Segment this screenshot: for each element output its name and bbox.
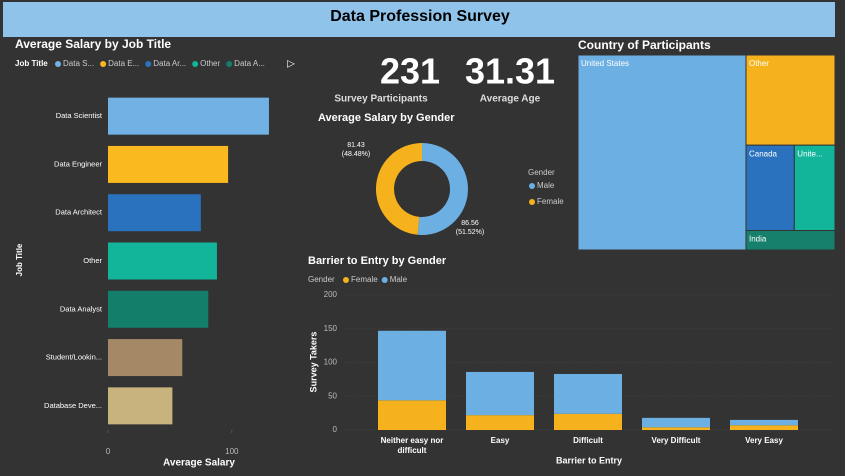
bar-segment bbox=[642, 427, 710, 430]
bar bbox=[108, 194, 201, 232]
y-tick-label: Student/Lookin... bbox=[46, 353, 102, 362]
y-tick-label: 150 bbox=[324, 324, 338, 333]
legend-dot bbox=[343, 277, 349, 283]
cell-label: Canada bbox=[749, 149, 778, 158]
y-axis-title: Survey Takers bbox=[308, 332, 318, 393]
page-title: Data Profession Survey bbox=[330, 8, 510, 25]
y-tick-label: Data Engineer bbox=[54, 159, 102, 168]
bar bbox=[108, 387, 173, 425]
x-tick-label: Very Difficult bbox=[651, 436, 701, 445]
y-tick-label: Database Deve... bbox=[44, 401, 102, 410]
donut-slice bbox=[375, 142, 422, 235]
legend-label: Data S... bbox=[63, 59, 94, 68]
value-label: 81.43 (48.48%) bbox=[341, 142, 371, 158]
legend-title: Gender bbox=[528, 168, 555, 177]
legend-dot bbox=[381, 277, 388, 283]
legend-label: Female bbox=[351, 275, 378, 284]
x-axis-title: Average Salary bbox=[163, 458, 235, 469]
kpi-label: Average Age bbox=[480, 94, 541, 105]
treemap-cell bbox=[577, 54, 747, 251]
chart-title: Average Salary by Gender bbox=[318, 112, 455, 124]
x-tick-label: Easy bbox=[490, 436, 510, 445]
chart-title: Country of Participants bbox=[578, 38, 711, 52]
cell-label: Other bbox=[749, 59, 769, 68]
y-tick-label: 0 bbox=[333, 425, 338, 434]
treemap-cell bbox=[745, 230, 836, 251]
bar-segment bbox=[466, 371, 534, 416]
bar-segment bbox=[730, 419, 798, 426]
legend-title: Gender bbox=[308, 275, 335, 284]
y-tick-label: Data Architect bbox=[55, 208, 103, 217]
legend-dot bbox=[529, 199, 535, 205]
legend-dot bbox=[192, 61, 199, 67]
x-tick-label: Very Easy bbox=[745, 436, 783, 445]
x-tick-label: 0 bbox=[106, 447, 111, 456]
y-tick-label: 200 bbox=[324, 290, 338, 299]
legend-label: Female bbox=[537, 197, 564, 206]
cell-label: United States bbox=[581, 59, 629, 68]
kpi-value: 31.31 bbox=[465, 51, 555, 92]
x-axis-title: Barrier to Entry bbox=[556, 455, 622, 465]
y-tick-label: Data Scientist bbox=[56, 111, 103, 120]
bar-segment bbox=[466, 415, 534, 430]
treemap-cell bbox=[745, 144, 795, 231]
bar-segment bbox=[730, 425, 798, 430]
bar bbox=[108, 242, 217, 280]
legend-label: Other bbox=[200, 59, 220, 68]
legend-dot bbox=[226, 61, 233, 67]
donut-slice bbox=[417, 143, 468, 236]
treemap-cell bbox=[745, 54, 836, 146]
legend-label: Data E... bbox=[108, 59, 139, 68]
bar-segment bbox=[378, 330, 446, 401]
y-tick-label: 50 bbox=[328, 391, 337, 400]
legend-dot bbox=[55, 61, 61, 67]
y-tick-label: Data Analyst bbox=[60, 304, 103, 313]
x-tick-label: Difficult bbox=[573, 436, 603, 445]
legend-dot bbox=[529, 183, 535, 189]
bar bbox=[108, 290, 209, 328]
bar bbox=[108, 339, 183, 377]
treemap-cell bbox=[793, 144, 836, 231]
legend-label: Male bbox=[537, 181, 555, 190]
legend-scroll[interactable]: ▷ bbox=[287, 59, 295, 70]
legend-dot bbox=[145, 61, 152, 67]
bar bbox=[108, 145, 229, 183]
y-axis-title: Job Title bbox=[15, 243, 24, 276]
bar bbox=[108, 97, 269, 135]
header-bar bbox=[3, 2, 835, 37]
legend-label: Data Ar... bbox=[153, 59, 186, 68]
legend-title: Job Title bbox=[15, 59, 48, 68]
legend-label: Male bbox=[390, 275, 408, 284]
cell-label: India bbox=[749, 235, 767, 244]
kpi-value: 231 bbox=[380, 51, 440, 92]
bar-segment bbox=[378, 400, 446, 430]
chart-title: Barrier to Entry by Gender bbox=[308, 255, 447, 267]
x-tick-label: 100 bbox=[225, 447, 239, 456]
x-tick-label: Neither easy nor difficult bbox=[380, 436, 444, 455]
value-label: 86.56 (51.52%) bbox=[455, 220, 485, 236]
cell-label: Unite... bbox=[797, 149, 822, 158]
legend-dot bbox=[100, 61, 107, 67]
y-tick-label: Other bbox=[83, 256, 102, 265]
bar-segment bbox=[554, 413, 622, 430]
chart-title: Average Salary by Job Title bbox=[15, 37, 171, 51]
bar-segment bbox=[554, 373, 622, 414]
y-tick-label: 100 bbox=[324, 358, 338, 367]
kpi-label: Survey Participants bbox=[334, 94, 428, 105]
legend-label: Data A... bbox=[234, 59, 265, 68]
bar-segment bbox=[642, 417, 710, 428]
